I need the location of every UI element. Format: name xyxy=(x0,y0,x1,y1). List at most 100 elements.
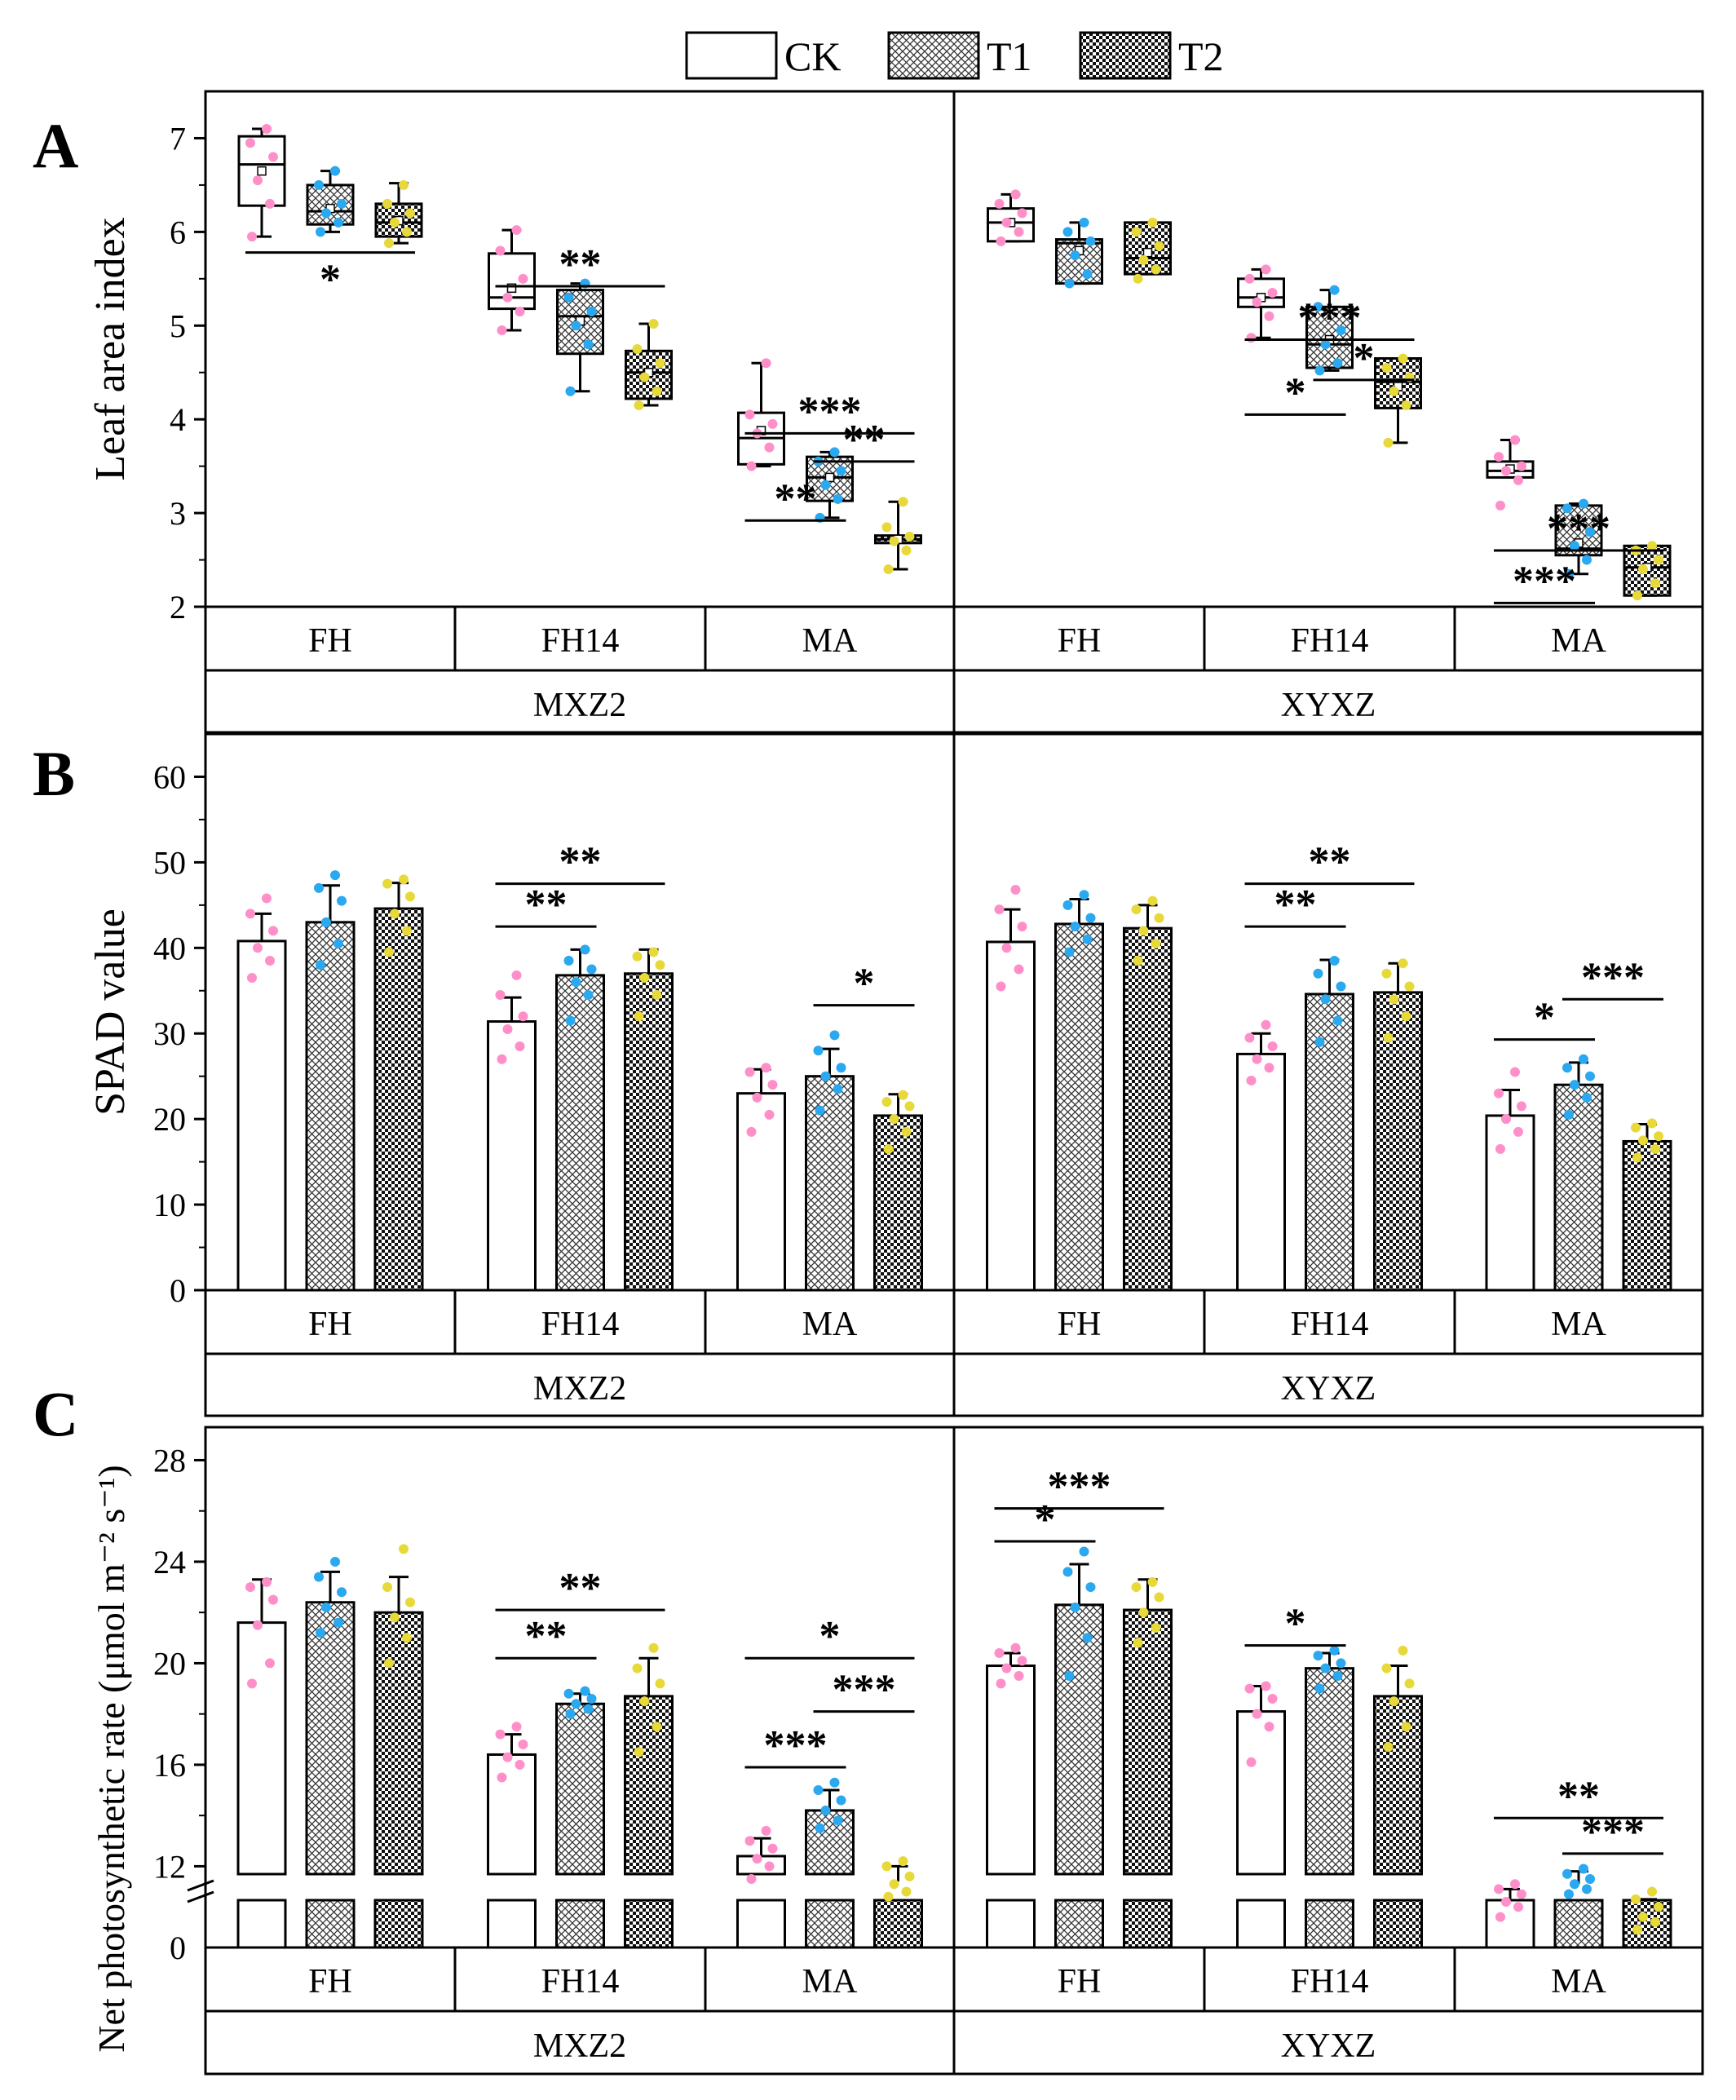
panel-b-point-t2 xyxy=(1147,895,1158,906)
panel-c-bar-stub-ck xyxy=(736,1899,786,1949)
panel-c-point-ck xyxy=(1494,1884,1504,1894)
panel-b-point-ck xyxy=(1252,1054,1262,1064)
panel-a-point-t1 xyxy=(321,208,331,219)
panel-b-point-ck xyxy=(1513,1126,1523,1137)
panel-c-point-t1 xyxy=(314,1572,324,1582)
panel-a-point-ck xyxy=(1495,500,1505,511)
panel-c-point-t2 xyxy=(390,1612,400,1623)
panel-a-point-t1 xyxy=(1070,250,1080,261)
panel-b-point-t2 xyxy=(1404,981,1415,992)
panel-b-point-t2 xyxy=(889,1114,899,1125)
panel-a-point-t1 xyxy=(829,447,840,458)
panel-a-point-t1 xyxy=(1332,358,1343,369)
panel-c-point-t2 xyxy=(1151,1622,1161,1633)
panel-b-point-ck xyxy=(1510,1067,1520,1077)
panel-b-point-ck xyxy=(994,904,1005,915)
panel-a-y-tick-label: 2 xyxy=(170,589,186,626)
panel-a-sig-label: *** xyxy=(798,388,862,435)
panel-b-category-label: FH14 xyxy=(1291,1306,1369,1343)
panel-b-point-ck xyxy=(1494,1088,1504,1099)
panel-b-point-t1 xyxy=(571,977,581,988)
panel-a-y-tick-label: 7 xyxy=(170,120,186,157)
panel-a-point-ck xyxy=(764,442,775,453)
panel-c-y-break-label: 0 xyxy=(170,1930,186,1966)
panel-a-point-t2 xyxy=(405,208,415,219)
panel-a-point-t2 xyxy=(639,372,650,382)
panel-a-point-t1 xyxy=(563,292,574,303)
panel-c-point-t2 xyxy=(1383,1742,1394,1753)
panel-c-bar-stub-ck xyxy=(1485,1899,1535,1949)
panel-c-bar-ck xyxy=(1236,1710,1286,1876)
panel-b-point-t2 xyxy=(1654,1131,1663,1142)
panel-b-point-ck xyxy=(1014,964,1024,975)
panel-b-point-ck xyxy=(1501,1114,1511,1125)
panel-b-point-t1 xyxy=(820,1071,831,1081)
panel-c-point-t1 xyxy=(1562,1868,1572,1879)
panel-c-point-t2 xyxy=(655,1678,665,1689)
panel-c-bar-t1 xyxy=(1305,1667,1354,1876)
panel-c-sig-label: * xyxy=(819,1613,841,1660)
panel-a-point-t2 xyxy=(634,400,644,410)
panel-c-point-t1 xyxy=(1313,1651,1323,1661)
panel-c-point-t1 xyxy=(334,1617,343,1628)
panel-c-point-ck xyxy=(1010,1642,1021,1653)
panel-a-point-t1 xyxy=(1582,555,1592,565)
panel-a-point-t2 xyxy=(1654,555,1663,565)
panel-a-point-ck xyxy=(247,232,257,242)
panel-c-bar-t2 xyxy=(373,1611,424,1876)
panel-b-point-t2 xyxy=(1647,1118,1657,1129)
panel-c-point-t2 xyxy=(1650,1917,1660,1927)
panel-a-point-ck xyxy=(744,409,755,420)
panel-c-point-t1 xyxy=(836,1795,846,1806)
panel-a-y-tick-label: 4 xyxy=(170,401,186,438)
panel-c-point-t1 xyxy=(1082,1633,1093,1643)
panel-a-y-tick-label: 6 xyxy=(170,214,186,250)
panel-a-point-ck xyxy=(518,273,528,284)
panel-a-point-t2 xyxy=(1632,590,1642,601)
panel-a-point-t2 xyxy=(1138,254,1149,265)
panel-b-point-t1 xyxy=(330,870,340,881)
panel-b-category-label: MA xyxy=(1551,1306,1606,1343)
panel-c-bar-ck xyxy=(986,1665,1036,1876)
panel-c-point-t1 xyxy=(1064,1670,1075,1681)
panel-b-category-label: FH xyxy=(308,1306,352,1343)
panel-c-y-tick-label: 12 xyxy=(153,1848,186,1885)
panel-c-point-t1 xyxy=(583,1704,594,1714)
panel-a-point-ck xyxy=(1246,333,1257,343)
panel-a-point-t1 xyxy=(1314,365,1325,376)
panel-c-point-ck xyxy=(1513,1902,1523,1912)
panel-c-point-t1 xyxy=(829,1777,840,1788)
panel-a-point-t2 xyxy=(1383,437,1394,448)
panel-a-point-t1 xyxy=(1329,285,1340,295)
panel-c-axis-break xyxy=(187,1879,214,1903)
panel-c-bar-stub-t2 xyxy=(873,1899,923,1949)
panel-c-point-t1 xyxy=(813,1785,824,1796)
panel-b-point-t1 xyxy=(1570,1080,1579,1090)
panel-b-point-t2 xyxy=(390,909,400,919)
panel-a-leaf-area-index: FH FH14 MA FH FH14 MA MXZ2 XYXZ 2 3 4 5 6 7 Leaf area … xyxy=(87,90,1704,734)
panel-b-point-t2 xyxy=(1632,1152,1642,1163)
panel-a-point-ck xyxy=(746,461,757,471)
panel-a-point-t2 xyxy=(632,344,643,354)
panel-c-bar-stub-t2 xyxy=(1373,1899,1423,1949)
panel-c-bar-stub-ck xyxy=(986,1899,1036,1949)
panel-b-point-t2 xyxy=(399,874,409,885)
panel-a-sig-label: * xyxy=(320,257,341,303)
panel-b-point-t2 xyxy=(1133,956,1143,966)
panel-a-point-ck xyxy=(1264,311,1274,321)
panel-c-bar-t1 xyxy=(555,1702,605,1876)
panel-b-sig-label: * xyxy=(854,961,875,1007)
panel-a-point-t2 xyxy=(889,536,899,546)
panel-b-point-t1 xyxy=(1562,1063,1572,1073)
panel-c-point-t2 xyxy=(904,1871,915,1881)
panel-a-point-ck xyxy=(1252,297,1262,307)
panel-b-bar-t1 xyxy=(1054,922,1104,1292)
panel-b-point-t1 xyxy=(829,1030,840,1041)
panel-c-point-ck xyxy=(1014,1670,1024,1681)
legend-label-t1: T1 xyxy=(987,33,1032,79)
panel-b-sig-label: *** xyxy=(1581,954,1645,1001)
panel-b-point-t1 xyxy=(334,939,343,949)
panel-a-point-t1 xyxy=(316,227,325,237)
panel-a-point-t2 xyxy=(904,531,915,542)
panel-b-point-ck xyxy=(746,1126,757,1137)
